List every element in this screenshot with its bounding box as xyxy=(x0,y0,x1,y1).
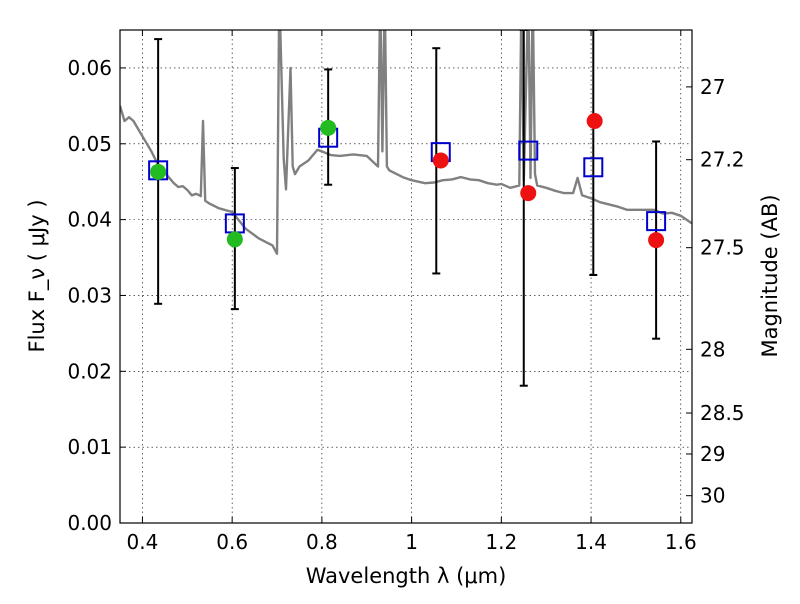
observed-flux-points xyxy=(150,113,665,249)
observed-flux-point xyxy=(150,163,167,180)
y2-tick-label: 28.5 xyxy=(700,401,745,425)
y-tick-label: 0.05 xyxy=(67,132,112,156)
y-tick-label: 0.01 xyxy=(67,435,112,459)
y-axis-label: Flux F_ν ( μJy ) xyxy=(25,199,50,352)
x-tick-label: 1.4 xyxy=(575,530,607,554)
model-spectrum xyxy=(120,30,692,255)
observed-flux-point xyxy=(520,185,537,202)
observed-flux-point xyxy=(226,231,243,248)
model-flux-box xyxy=(583,157,604,178)
y-tick-label: 0.00 xyxy=(67,511,112,535)
x-tick-label: 1 xyxy=(405,530,418,554)
x-tick-label: 0.6 xyxy=(216,530,248,554)
x-tick-label: 0.8 xyxy=(306,530,338,554)
observed-flux-point xyxy=(586,113,603,130)
y2-tick-label: 29 xyxy=(700,442,725,466)
observed-flux-point xyxy=(648,232,665,249)
plot-frame xyxy=(119,29,693,524)
y-tick-label: 0.06 xyxy=(67,56,112,80)
x-tick-label: 0.4 xyxy=(127,530,159,554)
x-tick-label: 1.2 xyxy=(485,530,517,554)
observed-flux-point xyxy=(320,119,337,136)
x-tick-label: 1.6 xyxy=(665,530,697,554)
model-flux-box xyxy=(518,140,539,161)
y2-tick-label: 30 xyxy=(700,484,725,508)
y2-tick-label: 27.2 xyxy=(700,148,745,172)
y2-tick-label: 28 xyxy=(700,337,725,361)
y-tick-label: 0.03 xyxy=(67,283,112,307)
y2-axis-label: Magnitude (AB) xyxy=(758,194,782,357)
y2-axis-ticks: 27 27.2 27.5 28 28.5 29 30 xyxy=(686,75,745,508)
x-axis-ticks: 0.4 0.6 0.8 1 1.2 1.4 1.6 xyxy=(127,30,697,554)
observed-flux-point xyxy=(432,152,449,169)
x-axis-label: Wavelength λ (μm) xyxy=(306,564,507,588)
y-tick-label: 0.02 xyxy=(67,359,112,383)
y2-tick-label: 27.5 xyxy=(700,236,745,260)
grid-lines xyxy=(120,30,692,524)
spectrum-line xyxy=(120,30,692,255)
y-axis-ticks: 0.00 0.01 0.02 0.03 0.04 0.05 0.06 xyxy=(67,56,126,535)
y-tick-label: 0.04 xyxy=(67,208,112,232)
model-flux-box xyxy=(646,211,667,232)
y2-tick-label: 27 xyxy=(700,75,725,99)
